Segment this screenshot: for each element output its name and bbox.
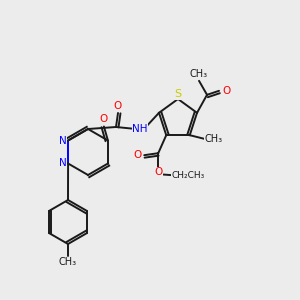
Text: N: N (59, 158, 67, 169)
Text: N: N (59, 136, 67, 146)
Text: O: O (114, 101, 122, 111)
Text: CH₃: CH₃ (59, 257, 77, 267)
Text: O: O (133, 150, 141, 160)
Text: O: O (100, 115, 108, 124)
Text: NH: NH (132, 124, 148, 134)
Text: CH₃: CH₃ (190, 69, 208, 79)
Text: CH₃: CH₃ (205, 134, 223, 144)
Text: O: O (154, 167, 162, 177)
Text: CH₂CH₃: CH₂CH₃ (172, 171, 205, 180)
Text: O: O (222, 86, 230, 96)
Text: S: S (174, 89, 182, 99)
